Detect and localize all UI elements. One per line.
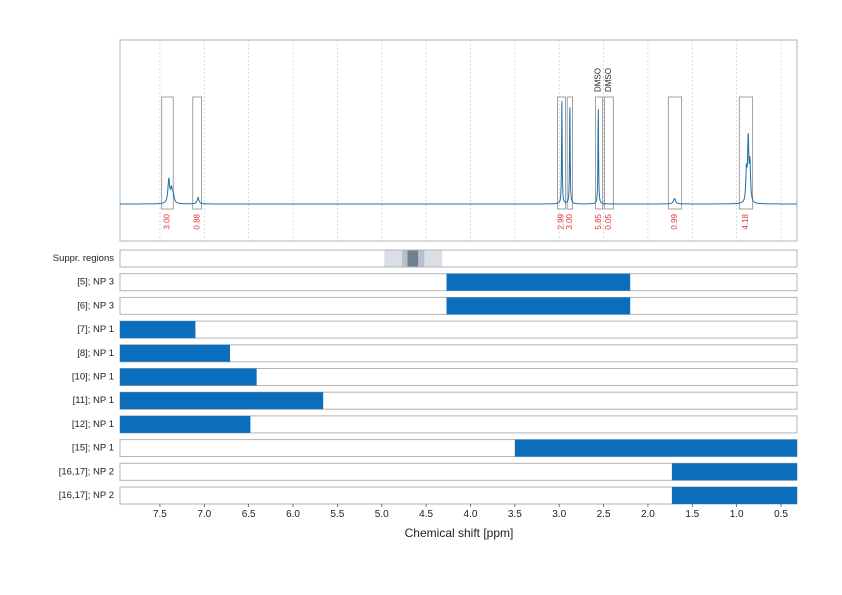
region-track [119,320,798,339]
x-tick-label: 7.0 [197,509,211,520]
region-bar [446,273,631,291]
region-track-label: [12]; NP 1 [72,419,114,430]
suppressed-regions-label: Suppr. regions [53,253,115,264]
integral-value-label: 2.99 [557,213,566,229]
region-track-label: [16,17]; NP 2 [59,466,114,477]
region-track-label: [16,17]; NP 2 [59,490,114,501]
region-bar [120,368,257,386]
x-tick-label: 4.0 [464,509,478,520]
region-track-label: [5]; NP 3 [77,277,114,288]
integration-box [604,96,614,210]
integral-value-label: 0.05 [604,213,613,229]
region-track-label: [10]; NP 1 [72,372,114,383]
integral-value-label: 0.99 [670,213,679,229]
region-bar [514,439,797,457]
region-bar [446,297,631,315]
x-tick-label: 2.0 [641,509,655,520]
x-tick-label: 5.0 [375,509,389,520]
x-tick-label: 4.5 [419,509,433,520]
x-tick-label: 3.5 [508,509,522,520]
integral-value-label: 0.88 [192,213,201,229]
region-track-label: [11]; NP 1 [73,395,114,406]
region-bar [120,321,196,339]
region-bar [120,344,231,362]
integration-box [192,96,203,210]
region-track-label: [8]; NP 1 [77,348,114,359]
integral-value-label: 3.00 [163,213,172,229]
integration-box [738,96,754,210]
region-bar [120,415,251,433]
x-tick-label: 2.5 [597,509,611,520]
x-tick-label: 7.5 [153,509,167,520]
spectrum-trace [120,101,797,205]
integral-value-label: 3.00 [565,213,574,229]
x-tick-label: 6.5 [242,509,256,520]
x-tick-label: 1.0 [730,509,744,520]
peak-annotation-label: DMSO [593,68,602,92]
region-bar [671,463,797,481]
peak-annotation-label: DMSO [604,68,613,92]
region-bar [120,392,324,410]
suppressed-regions-track [119,249,798,268]
spectrum-panel [119,39,798,242]
integration-box [667,96,683,210]
integration-box [161,96,174,210]
x-tick-label: 0.5 [774,509,788,520]
integration-box [566,96,573,210]
x-tick-label: 5.5 [330,509,344,520]
x-tick-label: 1.5 [685,509,699,520]
region-track-label: [6]; NP 3 [77,300,114,311]
x-axis-title: Chemical shift [ppm] [405,526,514,540]
spectrum-gridlines [159,40,782,241]
integral-value-label: 4.18 [741,213,750,229]
suppressed-region-band [407,250,419,267]
region-track-label: [7]; NP 1 [77,324,114,335]
region-bar [671,487,797,504]
region-track-label: [15]; NP 1 [72,443,114,454]
integration-box [557,96,566,210]
integral-value-label: 5.85 [594,213,603,229]
x-tick-label: 3.0 [552,509,566,520]
integration-box [595,96,604,210]
x-tick-label: 6.0 [286,509,300,520]
